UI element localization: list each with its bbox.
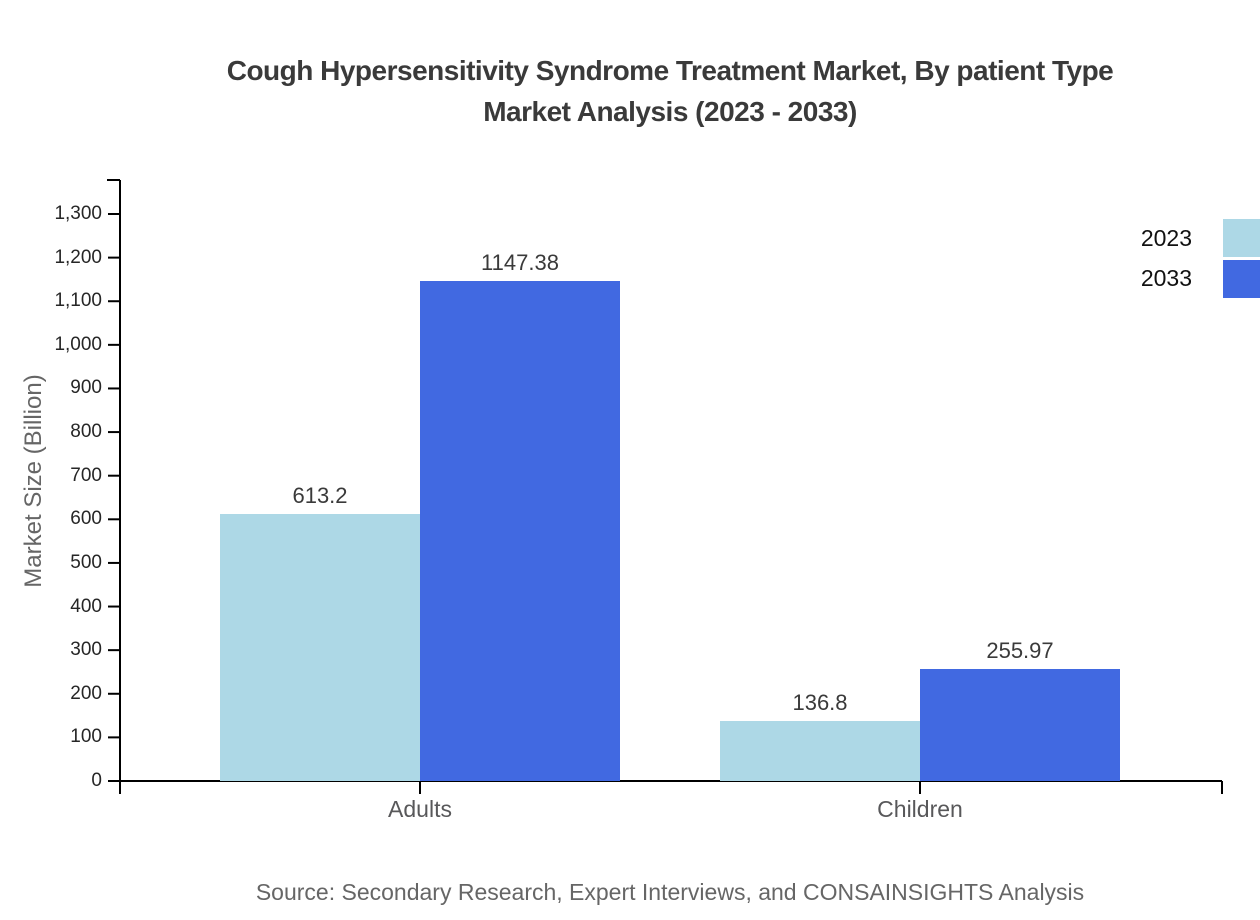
chart-title-line-2: Market Analysis (2023 - 2033) (483, 96, 857, 127)
source-note: Source: Secondary Research, Expert Inter… (255, 879, 1085, 905)
bar-value-label: 255.97 (986, 638, 1054, 664)
y-tick-label: 400 (70, 595, 102, 617)
bar-value-label: 1147.38 (481, 249, 559, 275)
y-tick-label: 600 (70, 508, 102, 530)
x-category-label: Children (877, 796, 963, 822)
legend-swatch-2023 (1223, 219, 1260, 257)
bar-children-2023 (720, 721, 920, 781)
y-tick-label: 900 (70, 377, 102, 399)
bar-children-2033 (920, 669, 1120, 781)
x-category-label: Adults (388, 796, 452, 822)
legend-label-2023: 2023 (1140, 225, 1192, 251)
chart-title: Cough Hypersensitivity Syndrome Treatmen… (80, 50, 1260, 132)
y-tick-label: 1,100 (54, 290, 102, 312)
bar-value-label: 613.2 (292, 482, 348, 508)
bar-value-label: 136.8 (792, 690, 848, 716)
y-tick-label: 0 (91, 770, 102, 791)
y-tick-label: 100 (70, 726, 102, 748)
y-tick-label: 700 (70, 464, 102, 486)
bar-adults-2023 (220, 513, 420, 781)
y-tick-label: 1,200 (54, 246, 102, 268)
chart-title-line-1: Cough Hypersensitivity Syndrome Treatmen… (226, 55, 1114, 86)
y-tick-label: 800 (70, 421, 102, 443)
bar-adults-2033 (420, 280, 620, 781)
y-tick-label: 300 (70, 639, 102, 661)
legend-label-2033: 2033 (1140, 265, 1192, 291)
legend-swatch-2033 (1223, 260, 1260, 298)
y-tick-label: 200 (70, 682, 102, 704)
y-tick-label: 1,300 (54, 203, 102, 224)
y-tick-label: 1,000 (54, 333, 102, 355)
y-tick-label: 500 (70, 551, 102, 573)
